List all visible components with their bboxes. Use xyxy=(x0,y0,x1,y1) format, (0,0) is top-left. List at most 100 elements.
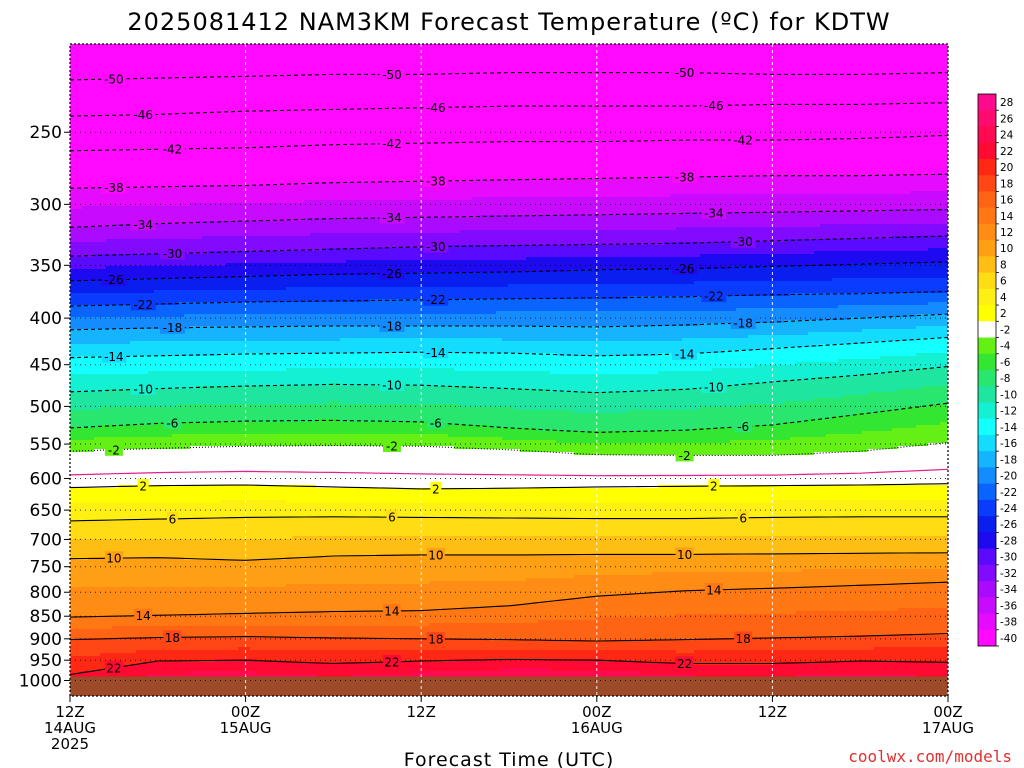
isotherm-label: -42 xyxy=(382,137,402,151)
isotherm-label: 18 xyxy=(165,631,180,645)
colorbar-legend: 282624222018161412108642-2-4-6-8-10-12-1… xyxy=(978,94,1017,646)
isotherm-label: -18 xyxy=(733,317,753,331)
colorbar-swatch xyxy=(978,256,996,273)
isotherm-label: -38 xyxy=(104,181,124,195)
x-tick-label: 12Z xyxy=(407,703,436,721)
credit-link[interactable]: coolwx.com/models xyxy=(848,747,1012,766)
isotherm-label: -46 xyxy=(704,99,724,113)
isotherm-label: -14 xyxy=(675,348,695,362)
isotherm-label: 10 xyxy=(106,552,121,566)
colorbar-tick-label: 28 xyxy=(1000,97,1013,109)
isotherm-label: -42 xyxy=(163,143,183,157)
y-tick-label: 950 xyxy=(30,651,62,671)
isotherm-label: -38 xyxy=(426,175,446,189)
y-tick-label: 550 xyxy=(30,435,62,455)
colorbar-tick-label: 14 xyxy=(1000,211,1014,223)
isotherm-label: -22 xyxy=(133,298,153,312)
colorbar-swatch xyxy=(978,370,996,387)
colorbar-tick-label: -6 xyxy=(1000,357,1011,369)
colorbar-swatch xyxy=(978,597,996,614)
isotherm-label: -6 xyxy=(430,416,442,430)
isotherm-label: 22 xyxy=(106,661,121,675)
y-tick-label: 750 xyxy=(30,558,62,578)
colorbar-swatch xyxy=(978,289,996,306)
isotherm-label: -22 xyxy=(426,293,446,307)
colorbar-swatch xyxy=(978,224,996,241)
y-tick-label: 600 xyxy=(30,469,62,489)
y-tick-label: 650 xyxy=(30,501,62,521)
colorbar-tick-label: 20 xyxy=(1000,162,1013,174)
ground-fill xyxy=(70,677,948,696)
colorbar-tick-label: -14 xyxy=(1000,422,1017,434)
y-tick-label: 500 xyxy=(30,397,62,417)
colorbar-swatch xyxy=(978,126,996,143)
isotherm-label: -22 xyxy=(704,290,724,304)
isotherm-label: -14 xyxy=(104,350,124,364)
isotherm-label: 18 xyxy=(735,632,750,646)
colorbar-tick-label: 6 xyxy=(1000,276,1007,288)
colorbar-tick-label: 26 xyxy=(1000,113,1014,125)
isotherm-label: -42 xyxy=(733,134,753,148)
isotherm-label: -2 xyxy=(108,443,120,457)
isotherm-label: -2 xyxy=(386,439,398,453)
colorbar-tick-label: 8 xyxy=(1000,259,1007,271)
colorbar-tick-label: -16 xyxy=(1000,438,1017,450)
y-tick-label: 900 xyxy=(30,630,62,650)
y-tick-label: 450 xyxy=(30,356,62,376)
colorbar-swatch xyxy=(978,549,996,566)
plot-area: -50 -50 -50-46-46 -46-42 -42 -42-38 -38 -38-34-… xyxy=(70,44,953,699)
colorbar-tick-label: -10 xyxy=(1000,389,1017,401)
y-tick-label: 850 xyxy=(30,607,62,627)
isotherm-label: 2 xyxy=(710,480,718,494)
isotherm-label: 14 xyxy=(706,583,721,597)
isotherm-label: -2 xyxy=(679,449,691,463)
isotherm-label: -26 xyxy=(382,267,402,281)
colorbar-swatch xyxy=(978,175,996,192)
colorbar-tick-label: -4 xyxy=(1000,341,1011,353)
isotherm-label: -46 xyxy=(426,101,446,115)
colorbar-tick-label: -40 xyxy=(1000,633,1017,645)
isotherm-label: -50 xyxy=(675,66,695,80)
colorbar-swatch xyxy=(978,614,996,631)
colorbar-swatch xyxy=(978,630,996,647)
isotherm-label: -34 xyxy=(133,218,153,232)
y-tick-label: 300 xyxy=(30,195,62,215)
chart-title: 2025081412 NAM3KM Forecast Temperature (… xyxy=(127,8,890,36)
isotherm-label: 6 xyxy=(388,511,396,525)
colorbar-swatch xyxy=(978,516,996,533)
colorbar-tick-label: -8 xyxy=(1000,373,1010,385)
colorbar-tick-label: 12 xyxy=(1000,227,1013,239)
colorbar-swatch xyxy=(978,143,996,160)
colorbar-tick-label: 18 xyxy=(1000,178,1013,190)
isotherm-label: -6 xyxy=(166,417,178,431)
isotherm-label: 18 xyxy=(428,632,443,646)
x-tick-label: 16AUG xyxy=(571,719,623,737)
x-axis-title: Forecast Time (UTC) xyxy=(404,749,614,768)
isotherm-label: -10 xyxy=(382,378,402,392)
isotherm-label: -30 xyxy=(733,235,753,249)
isotherm-label: -50 xyxy=(382,68,402,82)
colorbar-tick-label: 24 xyxy=(1000,130,1014,142)
isotherm-label: 10 xyxy=(428,548,443,562)
isotherm-label: -14 xyxy=(426,346,446,360)
colorbar-tick-label: 22 xyxy=(1000,146,1013,158)
x-tick-label: 12Z xyxy=(758,703,787,721)
colorbar-tick-label: -28 xyxy=(1000,535,1017,547)
colorbar-tick-label: -22 xyxy=(1000,487,1017,499)
colorbar-swatch xyxy=(978,451,996,468)
isotherm-label: 14 xyxy=(384,604,399,618)
isotherm-label: -34 xyxy=(382,211,402,225)
isotherm-label: -10 xyxy=(133,383,153,397)
x-tick-label: 2025 xyxy=(51,735,89,753)
isotherm-label: -6 xyxy=(737,420,749,434)
isotherm-label: -30 xyxy=(426,240,446,254)
colorbar-swatch xyxy=(978,500,996,517)
colorbar-swatch xyxy=(978,159,996,176)
colorbar-tick-label: -2 xyxy=(1000,324,1010,336)
isotherm-label: 6 xyxy=(169,512,177,526)
colorbar-tick-label: 2 xyxy=(1000,308,1007,320)
colorbar-swatch xyxy=(978,484,996,501)
x-tick-label: 17AUG xyxy=(922,719,974,737)
isotherm-label: 6 xyxy=(739,511,747,525)
